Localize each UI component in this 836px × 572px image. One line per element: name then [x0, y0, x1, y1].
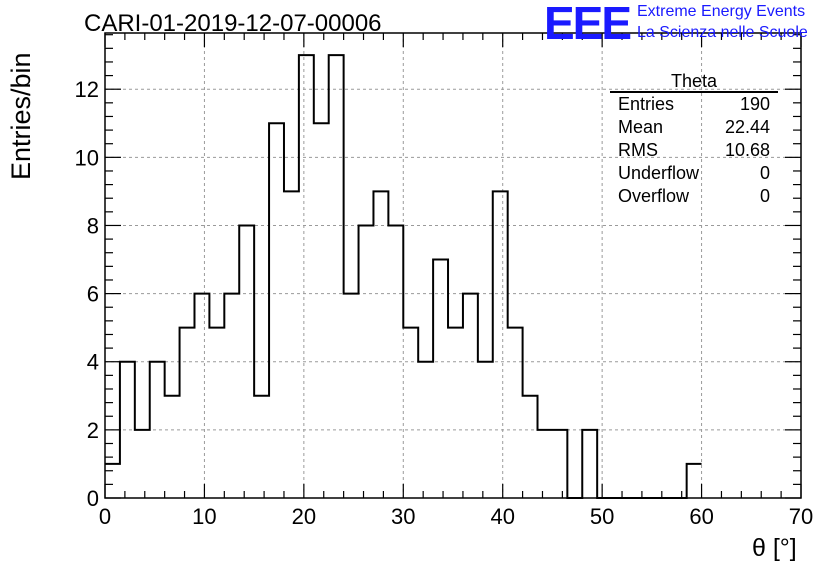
histogram-outline: [105, 54, 702, 499]
histogram-bin: [329, 55, 344, 498]
stats-row-underflow: Underflow 0: [610, 162, 778, 185]
histogram-bin: [314, 123, 329, 498]
stats-box: Theta Entries 190 Mean 22.44 RMS 10.68 U…: [610, 72, 778, 208]
x-tick-label: 40: [490, 504, 514, 529]
x-tick-label: 20: [292, 504, 316, 529]
stats-title: Theta: [610, 72, 778, 93]
histogram-bin: [493, 191, 508, 498]
histogram-bin: [359, 225, 374, 498]
plot-frame: [104, 32, 802, 499]
y-tick-label: 4: [87, 350, 99, 375]
histogram-bin: [582, 430, 597, 498]
histogram-bars: [105, 54, 702, 499]
histogram-bin: [463, 294, 478, 498]
logo-line-1: Extreme Energy Events: [637, 3, 806, 20]
histogram-bin: [105, 464, 120, 498]
histogram-bin: [373, 191, 388, 498]
stats-label: Mean: [618, 117, 664, 137]
y-tick-label: 6: [87, 282, 99, 307]
histogram-bin: [180, 328, 195, 498]
histogram-bin: [135, 430, 150, 498]
stats-row-rms: RMS 10.68: [610, 139, 778, 162]
stats-value: 0: [759, 163, 770, 183]
stats-value: 10.68: [724, 140, 770, 160]
axes: [104, 32, 802, 499]
histogram-bin: [538, 430, 553, 498]
stats-value: 0: [759, 186, 770, 206]
x-tick-label: 60: [689, 504, 713, 529]
histogram-bin: [687, 464, 702, 498]
stats-row-overflow: Overflow 0: [610, 185, 778, 208]
y-tick-label: 8: [87, 213, 99, 238]
histogram-bin: [344, 294, 359, 498]
eee-logo: EEE: [544, 0, 632, 49]
histogram-bin: [194, 294, 209, 498]
histogram-bin: [523, 396, 538, 498]
histogram-bin: [209, 328, 224, 498]
y-tick-label: 2: [87, 418, 99, 443]
stats-label: Overflow: [618, 186, 690, 206]
histogram-bin: [269, 123, 284, 498]
y-tick-label: 12: [75, 77, 99, 102]
histogram-bin: [284, 191, 299, 498]
histogram-bin: [224, 294, 239, 498]
stats-label: Underflow: [618, 163, 700, 183]
histogram-bin: [254, 396, 269, 498]
y-tick-label: 0: [87, 486, 99, 511]
histogram-bin: [448, 328, 463, 498]
x-tick-label: 30: [391, 504, 415, 529]
stats-value: 190: [739, 94, 770, 114]
ticks: [104, 33, 802, 499]
histogram-bin: [403, 328, 418, 498]
stats-row-mean: Mean 22.44: [610, 116, 778, 139]
x-tick-label: 0: [99, 504, 111, 529]
stats-label: RMS: [618, 140, 658, 160]
histogram-bin: [120, 362, 135, 498]
histogram-bin: [299, 55, 314, 498]
y-tick-label: 10: [75, 145, 99, 170]
y-axis-label: Entries/bin: [6, 52, 36, 180]
histogram-bin: [150, 362, 165, 498]
histogram-bin: [239, 225, 254, 498]
histogram-bin: [552, 430, 567, 498]
stats-row-entries: Entries 190: [610, 93, 778, 116]
stats-label: Entries: [618, 94, 675, 114]
x-tick-label: 10: [192, 504, 216, 529]
x-tick-label: 50: [590, 504, 614, 529]
histogram-bin: [478, 362, 493, 498]
stats-value: 22.44: [724, 117, 770, 137]
histogram-bin: [388, 225, 403, 498]
x-axis-label: θ [°]: [752, 534, 797, 562]
histogram-bin: [418, 362, 433, 498]
chart-title: CARI-01-2019-12-07-00006: [84, 10, 382, 37]
logo-line-2: La Scienza nelle Scuole: [637, 24, 808, 41]
histogram-bin: [165, 396, 180, 498]
histogram-bin: [508, 328, 523, 498]
x-tick-label: 70: [789, 504, 813, 529]
tick-labels: 0 10 20 30 40 50 60 70 0 2 4 6 8 10 12: [75, 77, 814, 529]
grid-lines: [105, 33, 801, 498]
histogram-bin: [433, 260, 448, 498]
